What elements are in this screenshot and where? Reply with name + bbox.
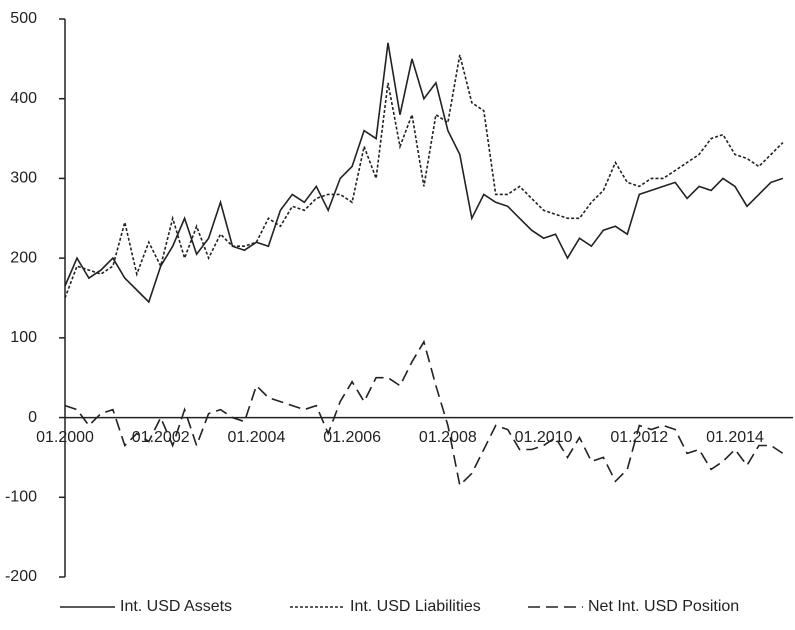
series-line — [64, 42, 784, 304]
y-tick-label: 0 — [28, 409, 37, 426]
legend-label: Int. USD Assets — [120, 598, 232, 615]
x-tick-label: 01.2010 — [515, 429, 573, 446]
x-tick-label: 01.2014 — [706, 429, 764, 446]
y-tick-label: -200 — [5, 568, 37, 585]
y-tick-label: 300 — [10, 170, 37, 187]
legend-label: Int. USD Liabilities — [350, 598, 481, 615]
series-line — [64, 339, 784, 487]
y-tick-label: -100 — [5, 489, 37, 506]
series-line — [64, 54, 784, 299]
x-tick-label: 01.2004 — [228, 429, 286, 446]
x-tick-label: 01.2006 — [323, 429, 381, 446]
y-tick-label: 100 — [10, 329, 37, 346]
x-tick-label: 01.2008 — [419, 429, 477, 446]
y-tick-label: 400 — [10, 90, 37, 107]
x-tick-label: 01.2012 — [610, 429, 668, 446]
x-tick-label: 01.2000 — [36, 429, 94, 446]
x-tick-label: 01.2002 — [132, 429, 190, 446]
y-tick-label: 200 — [10, 249, 37, 266]
y-tick-label: 500 — [10, 10, 37, 27]
legend-label: Net Int. USD Position — [588, 598, 739, 615]
